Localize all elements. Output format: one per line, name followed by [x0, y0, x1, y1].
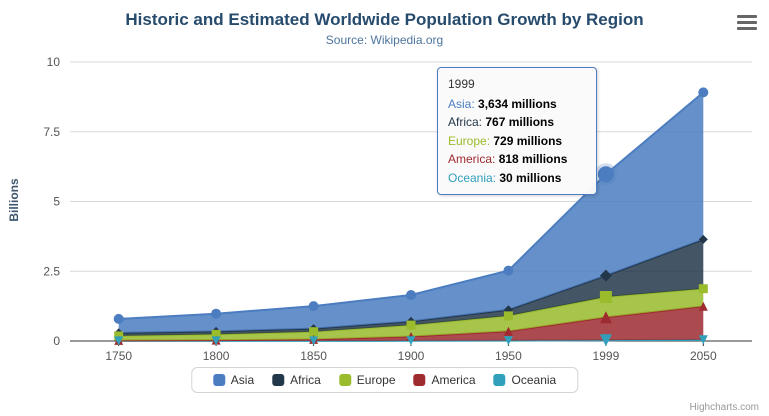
marker-asia-1850[interactable]: [308, 301, 319, 312]
x-axis-label: 1750: [105, 349, 132, 363]
x-axis-label: 1800: [203, 349, 230, 363]
legend-symbol-asia: [212, 374, 225, 386]
chart-title: Historic and Estimated Worldwide Populat…: [125, 10, 644, 29]
marker-asia-1900[interactable]: [406, 290, 416, 300]
marker-oceania-1800[interactable]: [211, 336, 221, 346]
marker-oceania-1750[interactable]: [114, 336, 124, 346]
x-axis-label: 1950: [495, 349, 522, 363]
marker-asia-2050[interactable]: [698, 87, 709, 98]
tooltip-series-name: Europe:: [448, 133, 494, 148]
marker-africa-2050[interactable]: [698, 234, 708, 244]
marker-america-2050[interactable]: [698, 301, 708, 311]
tooltip-year: 1999: [448, 77, 475, 91]
marker-europe-1999[interactable]: [599, 291, 612, 303]
marker-asia-1999[interactable]: [597, 166, 614, 183]
marker-europe-1850[interactable]: [309, 327, 319, 337]
tooltip-series-value: 30 millions: [499, 170, 562, 185]
tooltip-series-value: 3,634 millions: [478, 96, 557, 111]
tooltip-rows: Asia: 3,634 millions Africa: 767 millions…: [448, 95, 586, 188]
chart-subtitle: Source: Wikipedia.org: [325, 33, 444, 47]
marker-europe-1900[interactable]: [406, 320, 416, 330]
legend-symbol-europe: [338, 374, 351, 386]
marker-oceania-2050[interactable]: [698, 335, 708, 345]
y-axis-label: 7.5: [43, 125, 60, 139]
marker-europe-1950[interactable]: [503, 311, 513, 321]
tooltip-row-asia: Asia: 3,634 millions: [448, 95, 586, 114]
hamburger-icon: [737, 21, 757, 24]
marker-africa-1999[interactable]: [599, 269, 612, 282]
legend: Asia Africa Europe America Oceania: [190, 367, 579, 393]
legend-label: Oceania: [511, 373, 557, 387]
legend-label: America: [431, 373, 476, 387]
x-axis-label: 1850: [300, 349, 327, 363]
marker-america-1950[interactable]: [503, 326, 513, 336]
y-axis-label: 0: [53, 334, 60, 348]
tooltip: 1999 Asia: 3,634 millions Africa: 767 mil…: [437, 67, 597, 195]
legend-item-oceania[interactable]: Oceania: [493, 373, 557, 387]
marker-oceania-1950[interactable]: [503, 336, 513, 346]
y-axis-label: 10: [47, 55, 61, 69]
marker-america-1999[interactable]: [599, 311, 612, 324]
legend-label: Africa: [290, 373, 321, 387]
tooltip-row-america: America: 818 millions: [448, 150, 586, 169]
tooltip-series-name: Asia:: [448, 96, 479, 111]
legend-item-america[interactable]: America: [413, 373, 476, 387]
tooltip-row-africa: Africa: 767 millions: [448, 113, 586, 132]
legend-symbol-africa: [272, 374, 285, 386]
marker-asia-1950[interactable]: [503, 265, 514, 276]
marker-asia-1750[interactable]: [113, 313, 124, 324]
tooltip-series-name: America:: [448, 152, 499, 166]
y-axis-label: 2.5: [43, 264, 60, 278]
legend-label: Asia: [230, 373, 255, 387]
tooltip-series-name: Africa:: [448, 115, 486, 129]
area-america[interactable]: [118, 306, 704, 341]
y-axis-label: 5: [53, 195, 60, 209]
hamburger-icon: [737, 15, 757, 18]
hamburger-icon: [737, 27, 757, 30]
legend-symbol-oceania: [493, 374, 506, 386]
highcharts-credits[interactable]: Highcharts.com: [689, 402, 759, 413]
tooltip-series-value: 818 millions: [498, 152, 568, 166]
legend-item-africa[interactable]: Africa: [272, 373, 321, 387]
tooltip-series-value: 767 millions: [485, 115, 555, 129]
x-axis-label: 1999: [593, 349, 620, 363]
legend-symbol-america: [413, 374, 426, 386]
marker-asia-1800[interactable]: [211, 308, 222, 319]
tooltip-row-oceania: Oceania: 30 millions: [448, 169, 586, 188]
x-axis-label: 2050: [690, 349, 717, 363]
marker-europe-2050[interactable]: [698, 284, 708, 294]
tooltip-row-europe: Europe: 729 millions: [448, 132, 586, 151]
area-asia[interactable]: [118, 92, 704, 333]
legend-item-europe[interactable]: Europe: [338, 373, 396, 387]
tooltip-series-value: 729 millions: [493, 133, 563, 148]
marker-oceania-1850[interactable]: [309, 336, 319, 346]
marker-europe-1800[interactable]: [211, 329, 221, 339]
context-menu-button[interactable]: [737, 15, 757, 30]
area-africa[interactable]: [118, 239, 704, 336]
legend-label: Europe: [356, 373, 396, 387]
legend-item-asia[interactable]: Asia: [212, 373, 255, 387]
tooltip-series-name: Oceania:: [448, 170, 500, 185]
marker-oceania-1900[interactable]: [406, 336, 416, 346]
x-axis-label: 1900: [398, 349, 425, 363]
marker-oceania-1999[interactable]: [599, 334, 612, 347]
